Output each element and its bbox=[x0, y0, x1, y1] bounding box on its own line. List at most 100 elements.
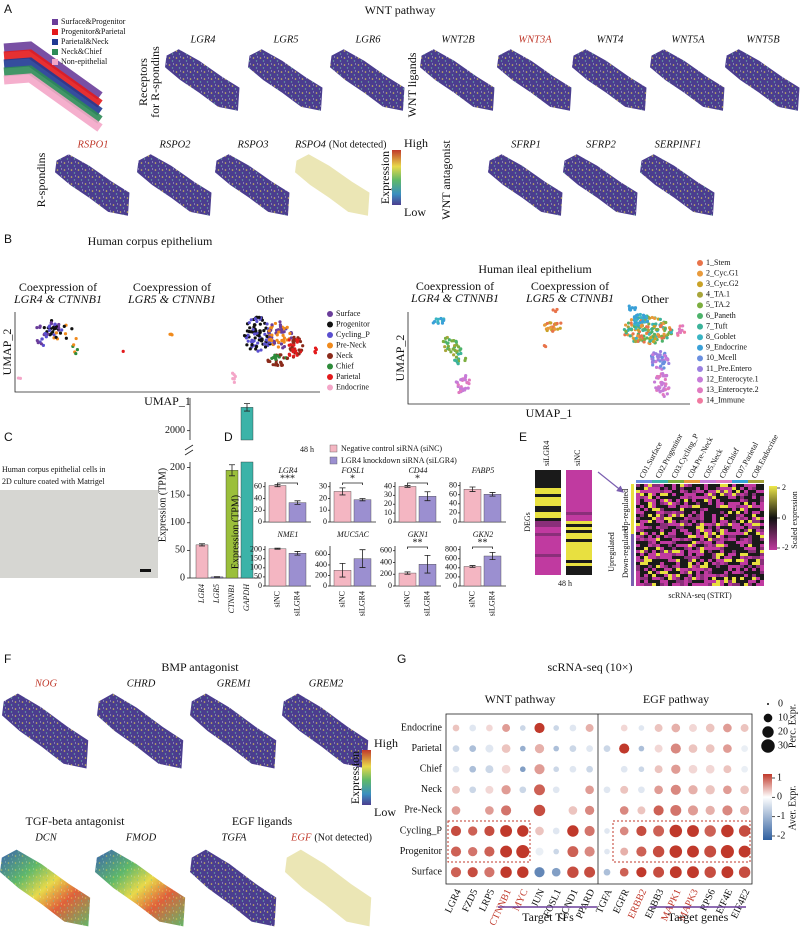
heatmap-cell bbox=[720, 538, 724, 541]
gene-label: GKN2 bbox=[473, 530, 493, 539]
umap-point bbox=[295, 340, 299, 344]
heatmap-cell bbox=[740, 502, 744, 505]
colorbar-title: Expression bbox=[348, 751, 362, 804]
heatmap-cell bbox=[760, 529, 764, 532]
heatmap-cell bbox=[740, 544, 744, 547]
heatmap-cell bbox=[708, 547, 712, 550]
size-legend-title: Perc. Expr. bbox=[787, 704, 798, 748]
heatmap-cell bbox=[752, 505, 756, 508]
umap-point bbox=[559, 321, 563, 325]
umap-point bbox=[658, 317, 662, 321]
gene-label: DCN bbox=[34, 832, 58, 843]
heatmap-cell bbox=[656, 580, 660, 583]
heatmap-cell bbox=[660, 556, 664, 559]
cluster-strip bbox=[700, 480, 716, 483]
heatmap-cell bbox=[636, 574, 640, 577]
heatmap-cell bbox=[708, 580, 712, 583]
bar bbox=[398, 572, 417, 587]
heatmap-cell bbox=[648, 547, 652, 550]
heatmap-cell bbox=[700, 568, 704, 571]
heatmap-cell bbox=[684, 538, 688, 541]
legend-dot bbox=[697, 270, 703, 277]
tissue-speckle bbox=[640, 154, 715, 216]
heatmap-cell bbox=[708, 571, 712, 574]
heatmap-cell bbox=[656, 553, 660, 556]
heatmap-cell bbox=[668, 523, 672, 526]
legend-dot bbox=[697, 376, 703, 383]
heatmap-cell bbox=[696, 562, 700, 565]
heatmap-cell bbox=[652, 532, 656, 535]
heatmap-cell bbox=[756, 484, 760, 487]
heatmap-cell bbox=[712, 568, 716, 571]
heatmap-cell bbox=[704, 544, 708, 547]
heatmap-cell bbox=[740, 493, 744, 496]
heatmap-cell bbox=[748, 499, 752, 502]
heatmap-cell bbox=[652, 526, 656, 529]
heatmap-cell bbox=[740, 526, 744, 529]
umap-point bbox=[458, 386, 463, 391]
heatmap-cell bbox=[688, 520, 692, 523]
legend-label: 5_TA.2 bbox=[706, 300, 730, 309]
heatmap-cell bbox=[748, 574, 752, 577]
heatmap-cell bbox=[692, 547, 696, 550]
heatmap-cell bbox=[535, 566, 561, 569]
heatmap-cell bbox=[672, 523, 676, 526]
heatmap-cell bbox=[680, 535, 684, 538]
heatmap-cell bbox=[648, 502, 652, 505]
heatmap-cell bbox=[688, 568, 692, 571]
heatmap-cell bbox=[712, 508, 716, 511]
heatmap-cell bbox=[684, 502, 688, 505]
heatmap-cell bbox=[566, 557, 592, 560]
heatmap-cell bbox=[712, 565, 716, 568]
y-tick-label: 0 bbox=[180, 572, 185, 583]
caption: Human corpus epithelial cells in bbox=[2, 465, 106, 474]
umap-point bbox=[54, 331, 58, 335]
heatmap-cell bbox=[716, 568, 720, 571]
dot bbox=[450, 825, 462, 837]
heatmap-cell bbox=[752, 511, 756, 514]
heatmap-cell bbox=[656, 565, 660, 568]
umap-point bbox=[43, 331, 47, 336]
x-tick-label: siLGR4 bbox=[357, 591, 366, 616]
umap-point bbox=[647, 332, 651, 336]
dot bbox=[638, 766, 645, 773]
heatmap-cell bbox=[664, 523, 668, 526]
heatmap-cell bbox=[720, 553, 724, 556]
heatmap-cell bbox=[740, 535, 744, 538]
heatmap-cell bbox=[708, 487, 712, 490]
heatmap-cell bbox=[566, 527, 592, 530]
heatmap-cell bbox=[736, 535, 740, 538]
dot bbox=[670, 743, 681, 754]
heatmap-cell bbox=[732, 514, 736, 517]
heatmap-cell bbox=[640, 544, 644, 547]
heatmap-cell bbox=[732, 556, 736, 559]
heatmap-cell bbox=[664, 583, 668, 586]
heatmap-cell bbox=[732, 550, 736, 553]
heatmap-cell bbox=[688, 502, 692, 505]
heatmap-cell bbox=[720, 535, 724, 538]
dot bbox=[669, 866, 682, 879]
legend-dot bbox=[697, 260, 703, 266]
heatmap-cell bbox=[636, 541, 640, 544]
umap-point bbox=[64, 336, 68, 340]
y-tick-label: 0 bbox=[453, 517, 457, 526]
heatmap-cell bbox=[724, 514, 728, 517]
heatmap-cell bbox=[752, 499, 756, 502]
heatmap-cell bbox=[712, 523, 716, 526]
heatmap-cell bbox=[724, 574, 728, 577]
umap-point bbox=[281, 346, 285, 350]
heatmap-cell bbox=[744, 529, 748, 532]
umap-point bbox=[459, 351, 463, 356]
umap-point bbox=[455, 343, 459, 347]
umap-point bbox=[57, 322, 61, 327]
umap-point bbox=[657, 387, 661, 392]
heatmap-cell bbox=[732, 523, 736, 526]
heatmap-cell bbox=[744, 505, 748, 508]
legend-swatch bbox=[52, 49, 58, 55]
dot bbox=[484, 867, 495, 878]
group-label: WNT antagonist bbox=[439, 140, 453, 220]
heatmap-cell bbox=[696, 571, 700, 574]
heatmap-cell bbox=[752, 565, 756, 568]
umap-point bbox=[53, 322, 57, 326]
heatmap-cell bbox=[636, 511, 640, 514]
